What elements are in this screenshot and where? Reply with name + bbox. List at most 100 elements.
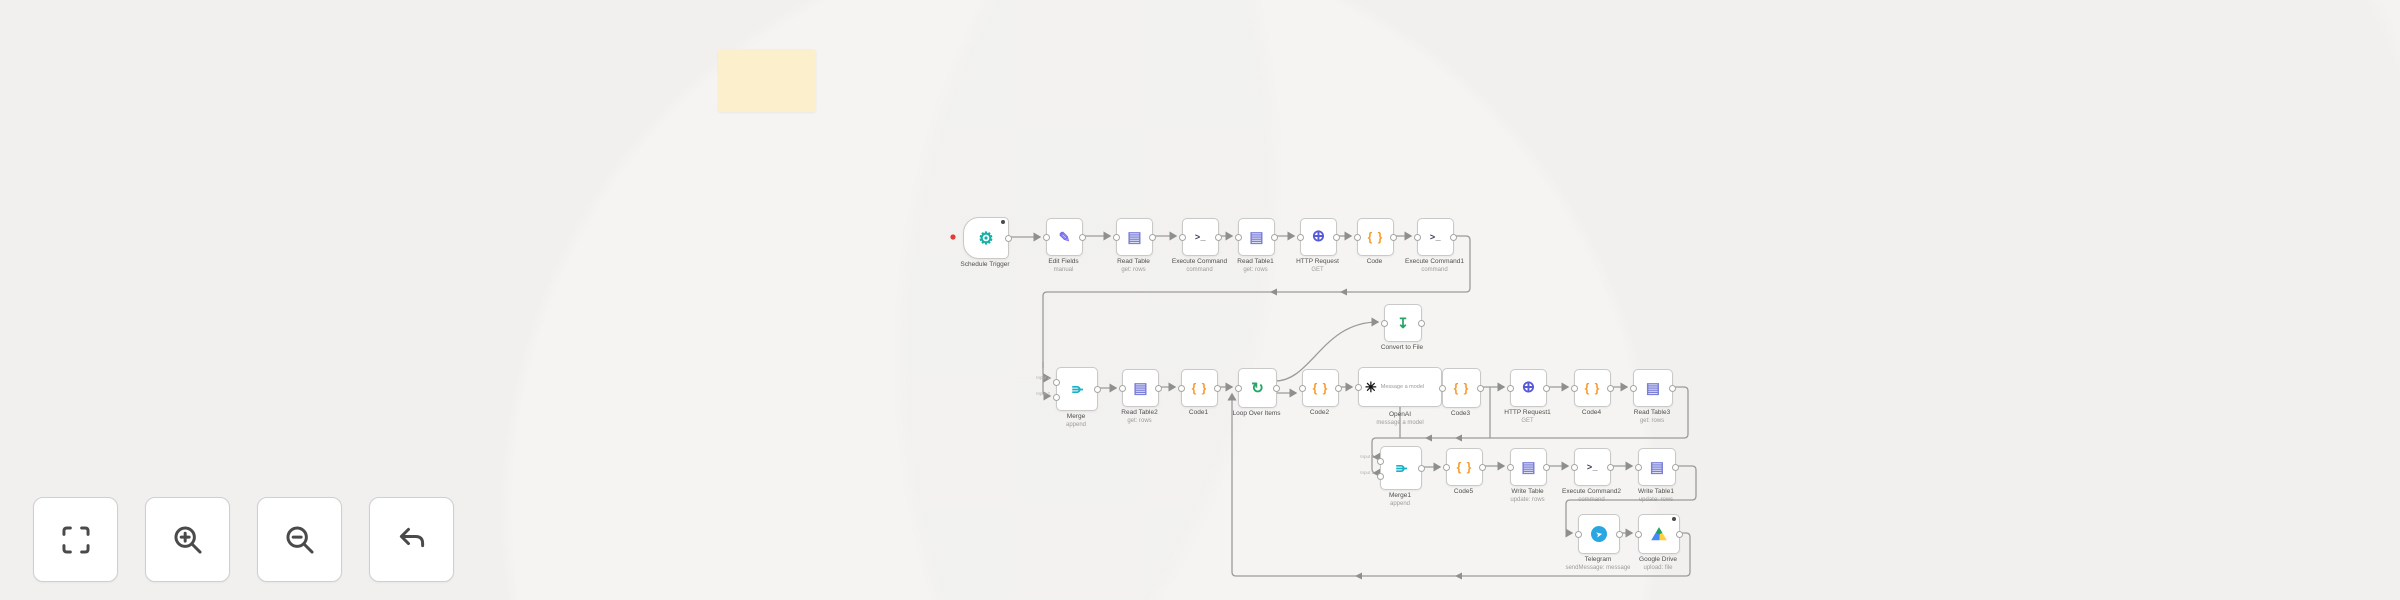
braces-icon: { } <box>1584 381 1601 395</box>
output-port[interactable] <box>1273 384 1280 392</box>
braces-icon: { } <box>1456 460 1473 474</box>
output-port[interactable] <box>1543 463 1550 471</box>
output-port[interactable] <box>1214 384 1221 392</box>
node-execute-command2[interactable]: >_ <box>1571 448 1614 486</box>
database-icon: ▤ <box>1249 228 1264 246</box>
input-port[interactable] <box>1179 233 1186 241</box>
node-edit-fields[interactable]: ✎ <box>1043 218 1086 256</box>
input-port[interactable] <box>1299 384 1306 392</box>
input-port[interactable] <box>1507 463 1514 471</box>
node-execute-command[interactable]: >_ <box>1179 218 1222 256</box>
zoom-out-icon <box>285 525 314 554</box>
pencil-icon: ✎ <box>1058 229 1071 245</box>
node-code2[interactable]: { } <box>1299 369 1342 407</box>
input-port[interactable] <box>1043 233 1050 241</box>
sticky-note[interactable] <box>718 49 816 112</box>
node-convert-to-file[interactable]: ↧ <box>1381 304 1425 342</box>
input-port[interactable] <box>1507 384 1514 392</box>
node-telegram[interactable]: ➤ <box>1575 514 1623 554</box>
zoom-to-fit-button[interactable] <box>33 497 118 582</box>
output-port[interactable] <box>1215 233 1222 241</box>
node-inner-text: Message a model <box>1380 383 1425 390</box>
node-execute-command1[interactable]: >_ <box>1414 218 1457 256</box>
input-port[interactable] <box>1119 384 1126 392</box>
output-port[interactable] <box>1676 530 1683 538</box>
output-port[interactable] <box>1149 233 1156 241</box>
flow-arrow <box>1425 434 1432 442</box>
download-icon: ↧ <box>1397 315 1409 331</box>
node-google-drive[interactable] <box>1635 514 1683 554</box>
output-port[interactable] <box>1543 384 1550 392</box>
output-port[interactable] <box>1418 464 1425 472</box>
input-port[interactable] <box>1235 384 1242 392</box>
node-read-table2[interactable]: ▤ <box>1119 369 1162 407</box>
node-code5[interactable]: { } <box>1443 448 1486 486</box>
database-icon: ▤ <box>1133 379 1148 397</box>
input-port[interactable] <box>1439 384 1446 392</box>
input-port[interactable] <box>1635 530 1642 538</box>
output-port[interactable] <box>1607 463 1614 471</box>
output-port[interactable] <box>1669 384 1676 392</box>
input-port-1[interactable] <box>1053 378 1060 386</box>
output-port[interactable] <box>1155 384 1162 392</box>
input-port[interactable] <box>1113 233 1120 241</box>
input-port[interactable] <box>1630 384 1637 392</box>
node-read-table1[interactable]: ▤ <box>1235 218 1278 256</box>
flow-arrow <box>1455 434 1462 442</box>
node-code1[interactable]: { } <box>1178 369 1221 407</box>
output-port[interactable] <box>1672 463 1679 471</box>
connector <box>1227 392 1691 577</box>
node-merge[interactable]: ⋔ <box>1053 367 1101 411</box>
output-port[interactable] <box>1390 233 1397 241</box>
input-port[interactable] <box>1443 463 1450 471</box>
output-port[interactable] <box>1335 384 1342 392</box>
node-schedule-trigger[interactable]: ⚙ <box>963 217 1012 259</box>
node-code[interactable]: { } <box>1354 218 1397 256</box>
input-port[interactable] <box>1571 463 1578 471</box>
node-openai[interactable]: ✳ Message a model <box>1355 367 1442 407</box>
input-port[interactable] <box>1297 233 1304 241</box>
zoom-out-button[interactable] <box>257 497 342 582</box>
output-port[interactable] <box>1616 530 1623 538</box>
openai-icon: ✳ <box>1365 379 1377 395</box>
input-port[interactable] <box>1571 384 1578 392</box>
output-port[interactable] <box>1005 234 1012 242</box>
input-port-2[interactable] <box>1053 394 1060 402</box>
output-port[interactable] <box>1079 233 1086 241</box>
output-port[interactable] <box>1333 233 1340 241</box>
node-write-table1[interactable]: ▤ <box>1635 448 1679 486</box>
database-icon: ▤ <box>1127 228 1142 246</box>
output-port[interactable] <box>1418 319 1425 327</box>
input-port[interactable] <box>1355 383 1362 391</box>
input-port[interactable] <box>1235 233 1242 241</box>
input-port-2[interactable] <box>1377 473 1384 481</box>
input-port[interactable] <box>1414 233 1421 241</box>
node-loop-over-items[interactable]: ↻ <box>1235 368 1280 408</box>
input-port-1[interactable] <box>1377 457 1384 465</box>
zoom-in-button[interactable] <box>145 497 230 582</box>
output-port[interactable] <box>1094 385 1101 393</box>
output-port[interactable] <box>1450 233 1457 241</box>
braces-icon: { } <box>1453 381 1470 395</box>
node-code3[interactable]: { } <box>1439 368 1484 408</box>
input-port[interactable] <box>1381 319 1388 327</box>
node-code4[interactable]: { } <box>1571 369 1614 407</box>
node-merge1[interactable]: ⋔ <box>1377 446 1425 490</box>
connector <box>1042 362 1052 383</box>
node-read-table3[interactable]: ▤ <box>1630 369 1676 407</box>
node-http-request[interactable]: ⊕ <box>1297 218 1340 256</box>
output-port[interactable] <box>1477 384 1484 392</box>
database-icon: ▤ <box>1649 458 1665 476</box>
output-port[interactable] <box>1607 384 1614 392</box>
input-port[interactable] <box>1178 384 1185 392</box>
node-http-request1[interactable]: ⊕ <box>1507 369 1550 407</box>
input-port[interactable] <box>1635 463 1642 471</box>
input-port[interactable] <box>1575 530 1582 538</box>
node-write-table[interactable]: ▤ <box>1507 448 1550 486</box>
input-port[interactable] <box>1354 233 1361 241</box>
output-port[interactable] <box>1271 233 1278 241</box>
output-port[interactable] <box>1479 463 1486 471</box>
node-read-table[interactable]: ▤ <box>1113 218 1156 256</box>
undo-button[interactable] <box>369 497 454 582</box>
